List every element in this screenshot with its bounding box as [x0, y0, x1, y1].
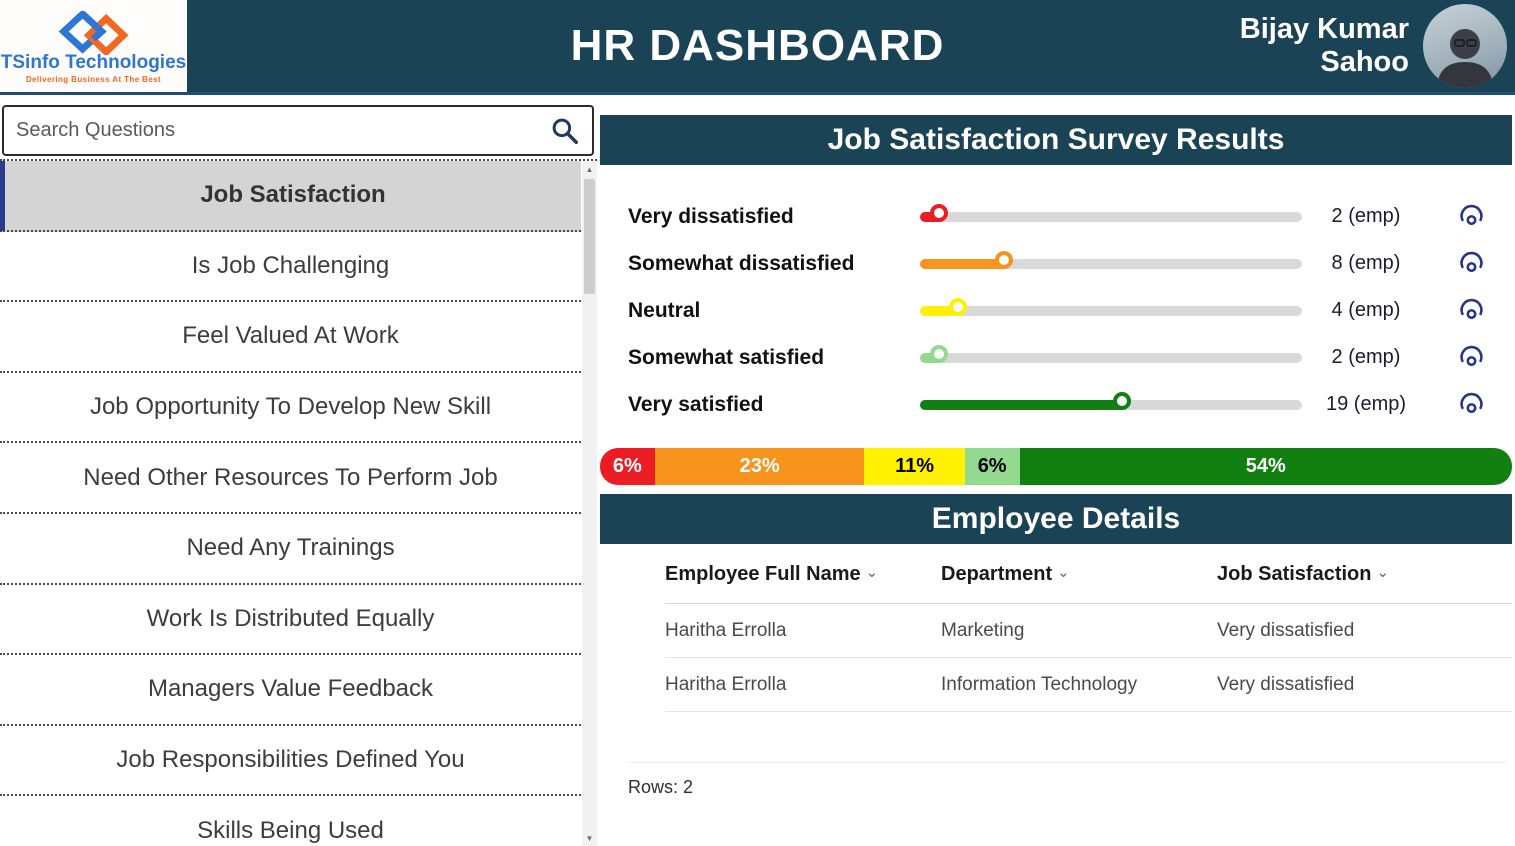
slider-label: Somewhat satisfied	[628, 345, 825, 369]
scroll-up-icon[interactable]: ▲	[585, 164, 594, 174]
sidebar-item-need-other-resources[interactable]: Need Other Resources To Perform Job	[0, 443, 581, 514]
chevron-down-icon[interactable]: ⌄	[1376, 564, 1390, 581]
slider-row-neutral: Neutral 4 (emp)	[628, 287, 1512, 334]
column-label: Department	[941, 563, 1053, 585]
cell-job-satisfaction: Very dissatisfied	[1217, 673, 1355, 695]
slider[interactable]	[920, 203, 1302, 230]
column-header-employee-full-name[interactable]: Employee Full Name ⌄	[665, 563, 941, 586]
table-row[interactable]: Haritha Errolla Marketing Very dissatisf…	[665, 604, 1512, 658]
sidebar-item-job-responsibilities[interactable]: Job Responsibilities Defined You	[0, 725, 581, 797]
employee-details-title: Employee Details	[600, 494, 1512, 544]
company-logo: TSinfo Technologies Delivering Business …	[0, 0, 187, 92]
slider[interactable]	[920, 344, 1302, 371]
slider-fill	[920, 305, 963, 316]
question-list-items: Job Satisfaction Is Job Challenging Feel…	[0, 161, 581, 846]
column-label: Employee Full Name	[665, 563, 861, 585]
logo-icon	[58, 10, 129, 55]
sidebar-scrollbar[interactable]: ▲ ▼	[582, 161, 597, 846]
bar-segment-somewhat-dissatisfied[interactable]: 23%	[654, 448, 865, 485]
slider-knob[interactable]	[929, 203, 948, 222]
slider-fill	[920, 258, 1008, 269]
user-avatar	[1423, 4, 1507, 88]
slider-value: 19 (emp)	[1325, 393, 1407, 415]
slider-fill	[920, 399, 1127, 410]
user-area: Bijay Kumar Sahoo	[1209, 0, 1515, 92]
cell-department: Information Technology	[941, 673, 1138, 695]
slider[interactable]	[920, 297, 1302, 324]
bar-segment-somewhat-satisfied[interactable]: 6%	[964, 448, 1020, 485]
company-name: TSinfo Technologies	[0, 51, 187, 73]
column-header-department[interactable]: Department ⌄	[941, 563, 1217, 586]
sidebar-item-skills-being-used[interactable]: Skills Being Used	[0, 796, 581, 846]
slider-row-very-satisfied: Very satisfied 19 (emp)	[628, 381, 1512, 428]
slider-knob[interactable]	[1113, 391, 1132, 410]
slider-value: 2 (emp)	[1331, 346, 1401, 368]
sidebar-item-job-opportunity[interactable]: Job Opportunity To Develop New Skill	[0, 372, 581, 444]
questions-sidebar: Job Satisfaction Is Job Challenging Feel…	[0, 95, 597, 846]
slider-label: Neutral	[628, 298, 701, 322]
slider-label: Very dissatisfied	[628, 204, 794, 228]
search-input[interactable]	[16, 119, 550, 142]
bar-segment-very-dissatisfied[interactable]: 6%	[600, 448, 655, 485]
slider-value: 4 (emp)	[1331, 299, 1401, 321]
cell-employee-name: Haritha Errolla	[665, 673, 787, 695]
main-content: Job Satisfaction Survey Results Very dis…	[597, 95, 1515, 846]
search-box	[2, 105, 594, 156]
slider-label: Very satisfied	[628, 392, 764, 416]
sidebar-item-job-satisfaction[interactable]: Job Satisfaction	[0, 161, 581, 232]
slider-row-somewhat-satisfied: Somewhat satisfied 2 (emp)	[628, 334, 1512, 381]
search-icon[interactable]	[550, 116, 580, 146]
bar-segment-neutral[interactable]: 11%	[864, 448, 965, 485]
insight-icon[interactable]	[1458, 344, 1485, 371]
sidebar-item-managers-value-feedback[interactable]: Managers Value Feedback	[0, 655, 581, 726]
scrollbar-thumb[interactable]	[584, 179, 595, 294]
slider-track[interactable]	[920, 352, 1302, 363]
slider-track[interactable]	[920, 258, 1302, 269]
bar-segment-very-satisfied[interactable]: 54%	[1019, 448, 1512, 485]
cell-job-satisfaction: Very dissatisfied	[1217, 619, 1355, 641]
column-header-job-satisfaction[interactable]: Job Satisfaction ⌄	[1217, 563, 1512, 586]
survey-sliders: Very dissatisfied 2 (emp) Somewhat dissa…	[600, 165, 1512, 433]
sidebar-item-need-any-trainings[interactable]: Need Any Trainings	[0, 513, 581, 585]
slider-value: 8 (emp)	[1331, 252, 1401, 274]
table-footer: Rows: 2	[628, 762, 1506, 798]
cell-employee-name: Haritha Errolla	[665, 619, 787, 641]
chevron-down-icon[interactable]: ⌄	[1057, 564, 1070, 581]
insight-icon[interactable]	[1458, 391, 1485, 418]
sidebar-item-is-job-challenging[interactable]: Is Job Challenging	[0, 231, 581, 303]
insight-icon[interactable]	[1458, 203, 1485, 230]
employee-table-header: Employee Full Name ⌄ Department ⌄ Job Sati…	[665, 546, 1512, 604]
cell-department: Marketing	[941, 619, 1025, 641]
employee-table: Employee Full Name ⌄ Department ⌄ Job Sati…	[600, 546, 1512, 712]
slider-track[interactable]	[920, 305, 1302, 316]
insight-icon[interactable]	[1458, 250, 1485, 277]
column-label: Job Satisfaction	[1217, 563, 1372, 585]
sidebar-item-feel-valued-at-work[interactable]: Feel Valued At Work	[0, 302, 581, 373]
slider-row-very-dissatisfied: Very dissatisfied 2 (emp)	[628, 193, 1512, 240]
chevron-down-icon[interactable]: ⌄	[865, 564, 879, 581]
sidebar-item-work-distributed-equally[interactable]: Work Is Distributed Equally	[0, 584, 581, 656]
satisfaction-distribution-bar: 6% 23% 11% 6% 54%	[600, 448, 1512, 485]
insight-icon[interactable]	[1458, 297, 1485, 324]
user-name: Bijay Kumar Sahoo	[1239, 12, 1409, 78]
slider[interactable]	[920, 391, 1302, 418]
slider-knob[interactable]	[929, 344, 948, 363]
slider-knob[interactable]	[994, 250, 1013, 269]
table-row[interactable]: Haritha Errolla Information Technology V…	[665, 658, 1512, 712]
page-title: HR DASHBOARD	[570, 21, 945, 70]
question-list: Job Satisfaction Is Job Challenging Feel…	[0, 159, 597, 846]
app-header: TSinfo Technologies Delivering Business …	[0, 0, 1515, 95]
slider-track[interactable]	[920, 211, 1302, 222]
rows-count: Rows: 2	[628, 777, 694, 797]
person-photo-placeholder	[1437, 29, 1493, 88]
company-tagline: Delivering Business At The Best	[25, 74, 162, 84]
slider-row-somewhat-dissatisfied: Somewhat dissatisfied 8 (emp)	[628, 240, 1512, 287]
slider-value: 2 (emp)	[1331, 205, 1401, 227]
slider-knob[interactable]	[949, 297, 968, 316]
slider-label: Somewhat dissatisfied	[628, 251, 855, 275]
slider[interactable]	[920, 250, 1302, 277]
scroll-down-icon[interactable]: ▼	[585, 833, 594, 843]
survey-results-title: Job Satisfaction Survey Results	[600, 115, 1512, 165]
